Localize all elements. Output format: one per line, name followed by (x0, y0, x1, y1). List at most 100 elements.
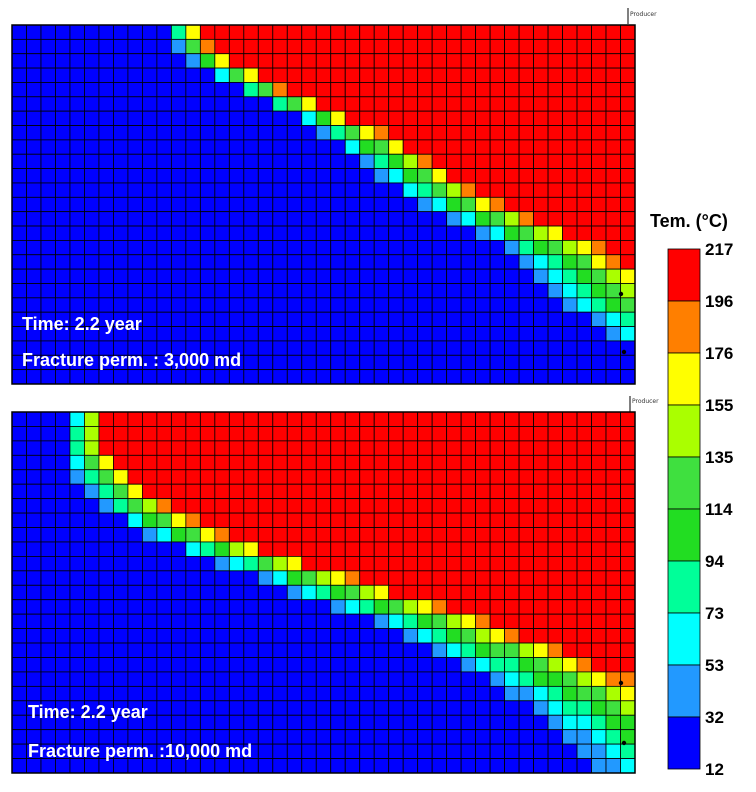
grid-cell (359, 743, 375, 759)
grid-cell (489, 283, 506, 299)
grid-cell (402, 239, 419, 256)
grid-cell (26, 53, 42, 69)
grid-cell (315, 24, 332, 40)
grid-cell (620, 512, 636, 528)
grid-cell (388, 96, 404, 112)
grid-cell (547, 283, 563, 299)
grid-cell (402, 225, 419, 241)
grid-cell (141, 110, 158, 126)
grid-cell (84, 67, 100, 83)
grid-cell (460, 613, 477, 629)
grid-cell (26, 297, 42, 313)
grid-cell (315, 311, 332, 327)
grid-cell (55, 67, 71, 83)
grid-cell (475, 24, 491, 40)
grid-cell (98, 483, 114, 500)
grid-cell (446, 67, 462, 83)
grid-cell (113, 82, 129, 98)
grid-cell (402, 729, 419, 745)
grid-cell (402, 498, 419, 514)
grid-cell (518, 685, 534, 702)
grid-cell (243, 53, 259, 69)
grid-cell (243, 570, 259, 586)
grid-cell (243, 254, 259, 270)
grid-cell (243, 82, 259, 98)
grid-cell (330, 657, 346, 673)
grid-cell (359, 758, 375, 774)
grid-cell (547, 498, 563, 514)
grid-cell (257, 53, 274, 69)
grid-cell (315, 541, 332, 557)
grid-cell (214, 469, 230, 485)
grid-cell (402, 426, 419, 442)
grid-cell (446, 556, 462, 572)
grid-cell (69, 454, 85, 471)
grid-cell (98, 527, 114, 543)
grid-cell (533, 426, 549, 442)
grid-cell (605, 613, 621, 629)
grid-cell (228, 311, 245, 327)
grid-cell (359, 168, 375, 184)
grid-cell (214, 628, 230, 644)
grid-cell (576, 498, 592, 514)
grid-cell (489, 556, 506, 572)
producer-marker-top: Producer (627, 8, 657, 24)
grid-cell (431, 440, 448, 456)
grid-cell (402, 584, 419, 601)
grid-cell (504, 440, 520, 456)
grid-cell (344, 671, 361, 687)
grid-cell (489, 411, 506, 427)
grid-cell (605, 714, 621, 731)
grid-cell (620, 211, 636, 227)
grid-cell (26, 239, 42, 256)
grid-cell (344, 311, 361, 327)
grid-cell (199, 642, 216, 658)
grid-cell (69, 628, 85, 644)
grid-cell (562, 196, 578, 213)
grid-cell (373, 225, 390, 241)
grid-cell (141, 512, 158, 528)
grid-cell (446, 613, 462, 629)
grid-cell (605, 570, 621, 586)
grid-cell (286, 584, 303, 601)
grid-cell (620, 311, 636, 327)
grid-cell (591, 326, 607, 342)
grid-cell (562, 483, 578, 500)
grid-cell (547, 743, 563, 759)
grid-cell (591, 671, 607, 687)
grid-cell (228, 239, 245, 256)
grid-cell (402, 168, 419, 184)
grid-cell (330, 469, 346, 485)
grid-cell (446, 512, 462, 528)
grid-cell (127, 512, 143, 528)
grid-cell (373, 729, 390, 745)
grid-cell (562, 454, 578, 471)
grid-cell (417, 411, 433, 427)
grid-cell (40, 483, 56, 500)
grid-cell (330, 498, 346, 514)
grid-cell (98, 613, 114, 629)
grid-cell (98, 239, 114, 256)
grid-cell (475, 67, 491, 83)
grid-cell (55, 584, 71, 601)
grid-cell (417, 153, 433, 170)
grid-cell (11, 541, 27, 557)
grid-cell (388, 498, 404, 514)
grid-cell (40, 225, 56, 241)
grid-cell (446, 24, 462, 40)
grid-cell (214, 196, 230, 213)
grid-cell (98, 642, 114, 658)
grid-cell (113, 657, 129, 673)
grid-cell (547, 758, 563, 774)
grid-cell (113, 613, 129, 629)
grid-cell (141, 469, 158, 485)
grid-cell (257, 340, 274, 356)
grid-cell (11, 153, 27, 170)
grid-cell (591, 225, 607, 241)
grid-cell (84, 239, 100, 256)
grid-cell (330, 440, 346, 456)
grid-cell (504, 254, 520, 270)
grid-cell (344, 38, 361, 55)
grid-cell (620, 685, 636, 702)
grid-cell (388, 110, 404, 126)
